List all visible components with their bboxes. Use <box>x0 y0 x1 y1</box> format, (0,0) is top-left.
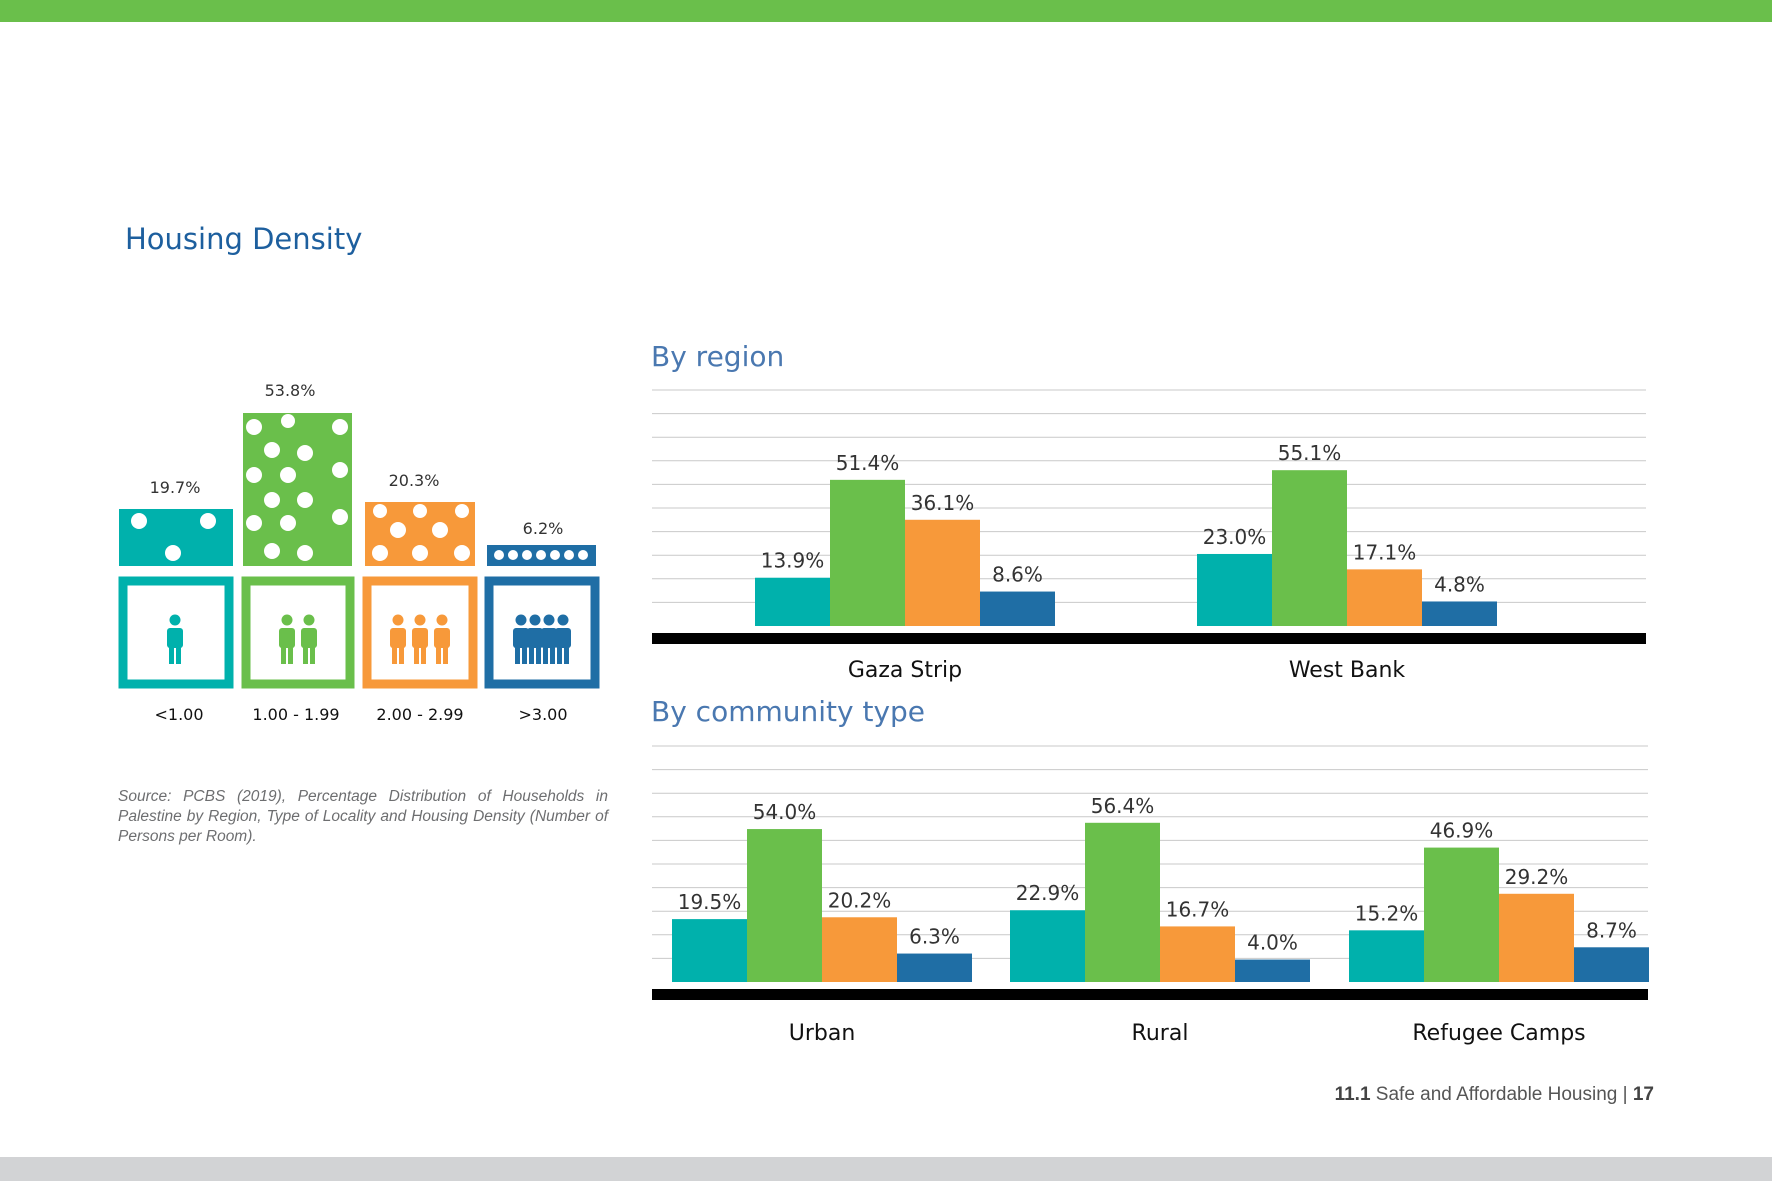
bar-value-label: 29.2% <box>1505 865 1569 889</box>
bar <box>830 479 905 626</box>
density-percent-2: 53.8% <box>264 381 316 400</box>
category-label: Refugee Camps <box>1412 1021 1585 1046</box>
category-label: Rural <box>1132 1021 1189 1046</box>
page-title: Housing Density <box>125 222 363 256</box>
bar <box>1085 822 1160 982</box>
person-icon <box>513 614 529 664</box>
bar <box>1160 926 1235 982</box>
density-percent-1: 19.7% <box>149 478 201 497</box>
footer-separator: | <box>1622 1084 1628 1105</box>
person-icon <box>555 614 571 664</box>
source-note: Source: PCBS (2019), Percentage Distribu… <box>118 788 608 845</box>
bar-value-label: 13.9% <box>761 549 825 573</box>
bar-value-label: 6.3% <box>909 925 960 949</box>
bar <box>1347 569 1422 626</box>
footer-page-number: 17 <box>1632 1084 1654 1105</box>
density-percent-4: 6.2% <box>522 519 564 538</box>
bar <box>747 829 822 982</box>
baseline-axis <box>652 989 1648 1000</box>
bar <box>672 919 747 982</box>
density-range-4: >3.00 <box>518 705 568 724</box>
bar-value-label: 8.7% <box>1586 918 1637 942</box>
bar <box>1349 930 1424 982</box>
page-footer: 11.1 Safe and Affordable Housing | 17 <box>1335 1084 1654 1106</box>
density-block-2 <box>243 413 352 566</box>
bar <box>980 591 1055 626</box>
category-label: Gaza Strip <box>848 658 962 683</box>
bar-value-label: 22.9% <box>1016 881 1080 905</box>
bar <box>897 953 972 982</box>
bar <box>1422 601 1497 626</box>
density-percent-3: 20.3% <box>388 471 440 490</box>
region-chart: 13.9% 51.4% 36.1% 8.6% Gaza Strip 23.0% 55.1% 1… <box>652 389 1646 683</box>
bar <box>1574 947 1649 982</box>
person-icon <box>279 614 295 664</box>
person-icon <box>527 614 543 664</box>
bar <box>1197 553 1272 626</box>
bar-value-label: 16.7% <box>1166 897 1230 921</box>
person-icon <box>434 614 450 664</box>
person-icon <box>167 614 183 664</box>
bar-value-label: 4.0% <box>1247 931 1298 955</box>
category-label: Urban <box>789 1021 856 1046</box>
person-icon <box>301 614 317 664</box>
footer-section: 11.1 <box>1334 1084 1371 1105</box>
bar <box>905 519 980 626</box>
bar-value-label: 54.0% <box>753 800 817 824</box>
bar-value-label: 51.4% <box>836 451 900 475</box>
bar <box>1272 470 1347 626</box>
bar-value-label: 4.8% <box>1434 572 1485 596</box>
top-accent-bar <box>0 0 1772 22</box>
density-frame-2 <box>241 576 355 689</box>
density-range-1: <1.00 <box>154 705 204 724</box>
bottom-accent-bar <box>0 1157 1772 1181</box>
density-frame-1 <box>118 576 234 689</box>
bar-value-label: 15.2% <box>1355 901 1419 925</box>
community-chart: 19.5% 54.0% 20.2% 6.3% Urban 22.9% 56.4% 16.7% 4… <box>652 745 1649 1046</box>
region-chart-title: By region <box>651 340 785 373</box>
bar <box>822 917 897 982</box>
bar-value-label: 46.9% <box>1430 819 1494 843</box>
density-frame-4 <box>484 576 600 689</box>
baseline-axis <box>652 633 1646 644</box>
category-label: West Bank <box>1289 658 1406 683</box>
bar-value-label: 8.6% <box>992 563 1043 587</box>
bar <box>1010 910 1085 982</box>
density-range-3: 2.00 - 2.99 <box>376 705 464 724</box>
bar-value-label: 20.2% <box>828 888 892 912</box>
bar <box>1424 847 1499 982</box>
bar-value-label: 55.1% <box>1278 441 1342 465</box>
bar <box>1499 893 1574 982</box>
person-icon <box>412 614 428 664</box>
bar-value-label: 19.5% <box>678 890 742 914</box>
density-range-2: 1.00 - 1.99 <box>252 705 340 724</box>
bar-value-label: 56.4% <box>1091 794 1155 818</box>
bar-value-label: 17.1% <box>1353 540 1417 564</box>
person-icon <box>390 614 406 664</box>
bar <box>755 577 830 626</box>
density-frame-3 <box>362 576 478 689</box>
person-icon <box>541 614 557 664</box>
community-chart-title: By community type <box>651 695 926 728</box>
bar <box>1235 959 1310 982</box>
footer-text: Safe and Affordable Housing <box>1375 1084 1618 1105</box>
bar-value-label: 23.0% <box>1203 525 1267 549</box>
bar-value-label: 36.1% <box>911 491 975 515</box>
